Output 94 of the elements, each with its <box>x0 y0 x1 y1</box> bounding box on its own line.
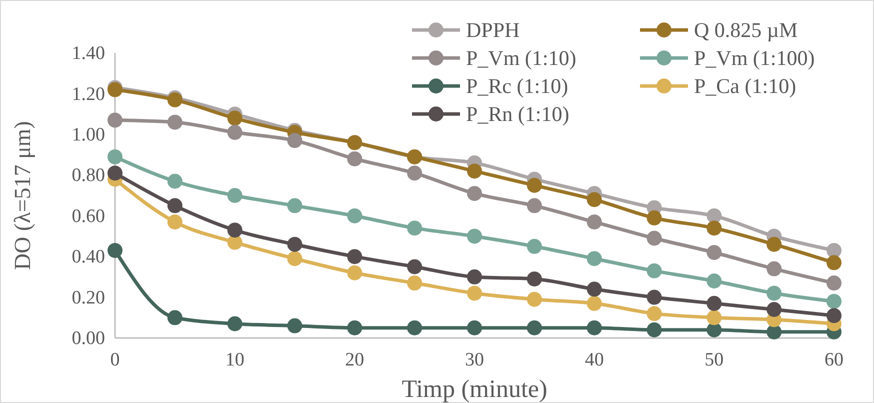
y-tick-label: 0.20 <box>72 287 105 308</box>
point <box>287 133 302 148</box>
legend-label: P_Rc (1:10) <box>466 74 568 98</box>
point <box>826 294 842 309</box>
point <box>407 166 422 181</box>
point <box>227 222 242 238</box>
point <box>467 320 482 336</box>
point <box>586 296 602 311</box>
point <box>586 282 602 297</box>
point <box>646 263 662 278</box>
point <box>347 249 362 264</box>
point <box>826 255 842 270</box>
legend-label: DPPH <box>466 18 520 42</box>
legend-label: Q 0.825 µM <box>694 18 798 42</box>
point <box>347 320 362 336</box>
point <box>526 178 542 193</box>
y-tick-label: 0.60 <box>72 206 105 227</box>
point <box>467 164 482 179</box>
point <box>347 265 362 280</box>
point <box>227 234 242 250</box>
point <box>227 188 242 203</box>
point <box>706 245 722 260</box>
legend-label: P_Vm (1:100) <box>694 46 815 70</box>
point <box>526 292 542 307</box>
y-tick-label: 1.00 <box>72 124 105 146</box>
point <box>526 271 542 286</box>
point <box>706 220 722 236</box>
x-tick-label: 40 <box>584 349 604 370</box>
point <box>167 198 182 214</box>
point <box>407 259 422 274</box>
point <box>766 236 782 252</box>
legend-label: P_Vm (1:10) <box>466 46 576 70</box>
point <box>766 286 782 301</box>
point <box>586 320 602 336</box>
point <box>467 186 482 201</box>
point <box>167 174 182 189</box>
point <box>108 242 122 258</box>
legend-label: P_Rn (1:10) <box>466 102 570 126</box>
point <box>526 198 542 214</box>
point <box>407 320 422 336</box>
y-tick-label: 0.40 <box>72 246 105 268</box>
point <box>167 214 182 230</box>
y-tick-label: 1.20 <box>72 84 105 105</box>
point <box>706 274 722 288</box>
y-tick-label: 0.80 <box>72 165 105 186</box>
point <box>826 242 842 258</box>
x-tick-label: 20 <box>345 349 364 370</box>
point <box>108 149 122 164</box>
point <box>766 302 782 317</box>
point <box>646 306 662 322</box>
point <box>407 220 422 236</box>
point <box>287 236 302 252</box>
x-tick-label: 30 <box>465 349 484 370</box>
point <box>766 324 782 340</box>
point <box>347 151 362 166</box>
x-axis-title: Timp (minute) <box>402 376 548 403</box>
point <box>526 238 542 254</box>
y-tick-label: 0.00 <box>72 328 105 350</box>
x-tick-label: 0 <box>110 349 120 370</box>
x-tick-label: 60 <box>824 349 844 370</box>
point <box>108 112 122 128</box>
x-tick-label: 50 <box>704 349 724 370</box>
point <box>646 230 662 246</box>
point <box>108 166 122 181</box>
y-axis-title: DO (λ=517 μm) <box>10 121 35 270</box>
point <box>706 310 722 326</box>
point <box>706 322 722 338</box>
y-tick-label: 1.40 <box>72 43 105 64</box>
x-tick-label: 10 <box>225 349 244 370</box>
point <box>646 322 662 338</box>
point <box>467 286 482 301</box>
point <box>407 276 422 291</box>
point <box>826 276 842 291</box>
point <box>467 228 482 244</box>
point <box>287 251 302 266</box>
point <box>586 192 602 208</box>
point <box>227 316 242 332</box>
point <box>347 208 362 224</box>
point <box>287 198 302 214</box>
point <box>167 310 182 326</box>
point <box>766 261 782 276</box>
point <box>646 210 662 226</box>
point <box>586 214 602 230</box>
point <box>526 320 542 336</box>
point <box>586 251 602 266</box>
point <box>227 124 242 140</box>
point <box>826 308 842 324</box>
point <box>287 318 302 334</box>
legend-label: P_Ca (1:10) <box>694 74 796 98</box>
point <box>227 110 242 126</box>
point <box>467 269 482 284</box>
point <box>706 296 722 311</box>
point <box>167 114 182 130</box>
point <box>646 290 662 305</box>
